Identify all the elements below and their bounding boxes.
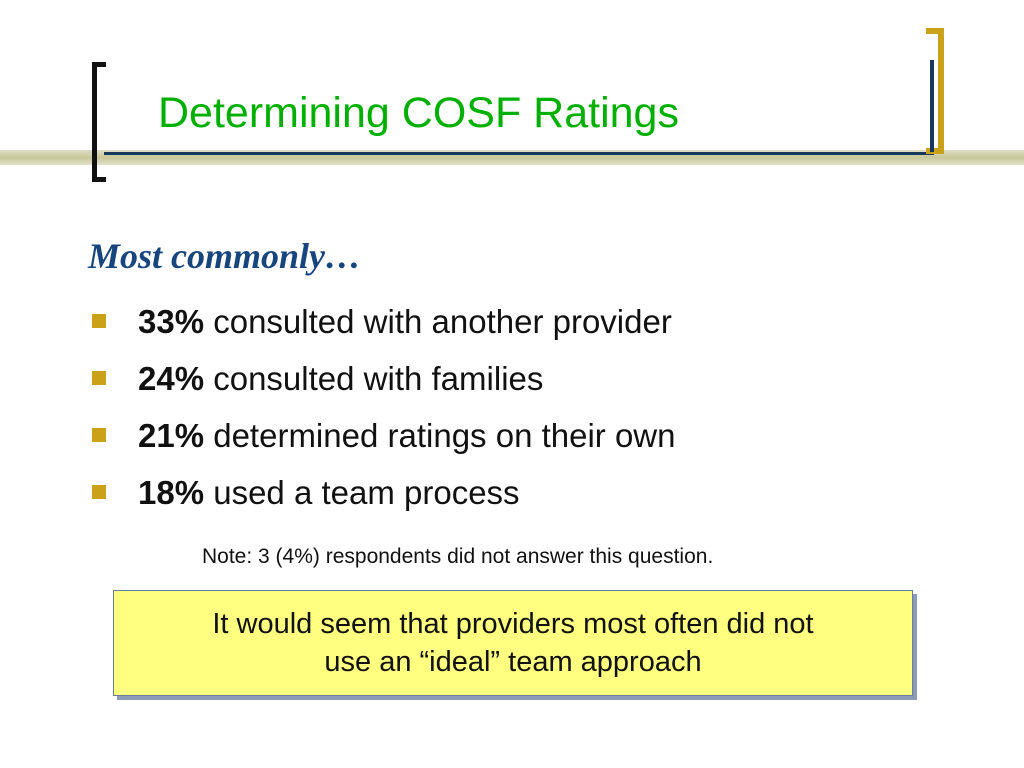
- callout-box: It would seem that providers most often …: [113, 590, 913, 696]
- bullet-text: 24% consulted with families: [138, 359, 543, 399]
- bullet-percent: 33%: [138, 303, 205, 340]
- bullet-percent: 24%: [138, 360, 205, 397]
- right-bracket-inner-line: [930, 60, 934, 152]
- bullet-description: consulted with families: [204, 360, 544, 397]
- square-bullet-icon: [92, 485, 106, 499]
- note-text: Note: 3 (4%) respondents did not answer …: [202, 545, 714, 568]
- bullet-percent: 21%: [138, 417, 205, 454]
- subheading: Most commonly…: [88, 236, 362, 276]
- callout-text: It would seem that providers most often …: [212, 605, 813, 681]
- callout-line-1: It would seem that providers most often …: [212, 608, 814, 640]
- right-bracket-decoration: [926, 28, 944, 154]
- square-bullet-icon: [92, 314, 106, 328]
- left-bracket-decoration: [92, 62, 106, 182]
- title-underline: [104, 152, 934, 155]
- bullet-description: used a team process: [204, 474, 520, 511]
- bullet-text: 21% determined ratings on their own: [138, 416, 676, 456]
- bullet-text: 33% consulted with another provider: [138, 302, 672, 342]
- square-bullet-icon: [92, 428, 106, 442]
- bullet-percent: 18%: [138, 474, 205, 511]
- slide-title: Determining COSF Ratings: [158, 89, 679, 137]
- bullet-description: determined ratings on their own: [204, 417, 676, 454]
- callout-line-2: use an “ideal” team approach: [324, 646, 702, 678]
- square-bullet-icon: [92, 371, 106, 385]
- bullet-text: 18% used a team process: [138, 473, 520, 513]
- bullet-description: consulted with another provider: [204, 303, 672, 340]
